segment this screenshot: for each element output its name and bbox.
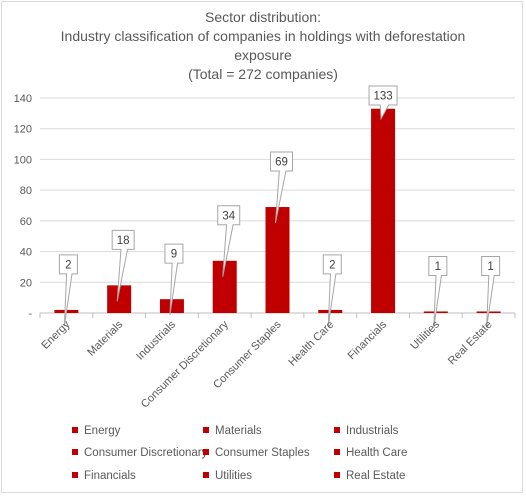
legend-swatch — [334, 427, 340, 433]
y-tick-label: 120 — [14, 124, 32, 136]
x-category-label: Utilities — [408, 318, 442, 352]
legend-label: Utilities — [215, 470, 253, 482]
data-label: 2 — [65, 259, 71, 271]
legend-item: Consumer Discretionary — [72, 447, 207, 459]
data-label-callout — [217, 205, 241, 277]
legend-label: Financials — [84, 470, 136, 482]
data-label: 2 — [329, 259, 335, 271]
legend-item: Energy — [72, 425, 120, 437]
x-category-label: Consumer Discretionary — [139, 318, 231, 410]
bar — [159, 299, 184, 313]
data-label-callout — [368, 85, 398, 121]
y-tick-label: 60 — [20, 216, 32, 228]
data-label: 133 — [373, 91, 392, 103]
legend-swatch — [334, 472, 340, 478]
legend-item: Consumer Staples — [203, 447, 310, 459]
legend-swatch — [203, 472, 209, 478]
chart-title-line-3: exposure — [234, 47, 292, 63]
data-label-callout — [164, 243, 184, 316]
y-tick-label: 100 — [14, 154, 32, 166]
legend-label: Materials — [215, 425, 262, 437]
legend-item: Financials — [72, 470, 136, 482]
chart-title-line-4: (Total = 272 companies) — [188, 66, 338, 82]
legend-swatch — [334, 449, 340, 455]
data-label: 1 — [435, 261, 441, 273]
legend-label: Industrials — [346, 425, 399, 437]
data-label-callout — [428, 255, 448, 328]
legend-label: Consumer Staples — [215, 447, 310, 459]
y-tick-label: 140 — [14, 93, 32, 105]
data-label-callout — [481, 255, 501, 328]
legend-swatch — [72, 449, 78, 455]
data-label: 1 — [487, 261, 493, 273]
bar — [265, 207, 290, 313]
legend-item: Real Estate — [334, 470, 405, 482]
x-category-label: Health Care — [286, 319, 336, 369]
data-label: 18 — [117, 235, 130, 247]
bar — [212, 260, 237, 313]
data-label: 34 — [222, 210, 235, 222]
x-category-label: Real Estate — [446, 319, 495, 368]
y-tick-label: 40 — [20, 247, 32, 259]
bar — [107, 285, 132, 313]
legend-swatch — [203, 449, 209, 455]
x-category-label: Energy — [39, 318, 72, 351]
bar-chart-plot: - 20 40 60 80 100 120 140 2 Energy 18 Materials 9 Ind… — [14, 85, 516, 411]
y-tick-label: 20 — [20, 277, 32, 289]
legend-label: Consumer Discretionary — [84, 447, 208, 459]
bar — [371, 108, 396, 313]
legend-swatch — [72, 472, 78, 478]
x-category-label: Materials — [85, 318, 125, 358]
legend-label: Energy — [84, 425, 121, 437]
data-label: 9 — [171, 249, 177, 261]
legend-item: Health Care — [334, 447, 407, 459]
chart-title-line-2: Industry classification of companies in … — [60, 28, 466, 44]
y-tick-label: - — [28, 308, 32, 320]
legend-label: Health Care — [346, 447, 408, 459]
data-label: 69 — [275, 157, 288, 169]
legend-item: Utilities — [203, 470, 252, 482]
legend-label: Real Estate — [346, 470, 406, 482]
legend-item: Materials — [203, 425, 262, 437]
x-category-label: Industrials — [134, 318, 178, 362]
chart-title-line-1: Sector distribution: — [205, 9, 321, 25]
legend-item: Industrials — [334, 425, 398, 437]
data-label-callout — [270, 151, 293, 224]
legend-swatch — [72, 427, 78, 433]
data-label-callout — [111, 229, 135, 302]
y-tick-label: 80 — [20, 185, 32, 197]
data-label-callout — [58, 254, 78, 327]
x-category-label: Financials — [346, 318, 390, 362]
legend-swatch — [203, 427, 209, 433]
data-label-callout — [322, 254, 342, 327]
